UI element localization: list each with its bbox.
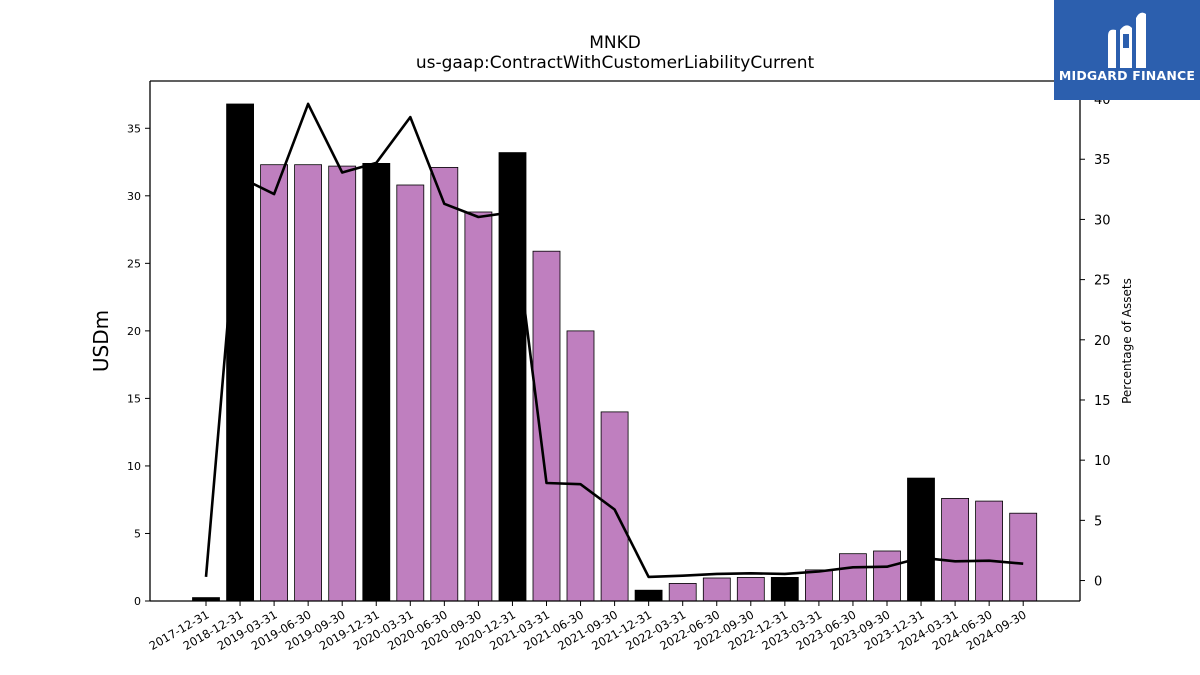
chart-subtitle: us-gaap:ContractWithCustomerLiabilityCur…: [415, 53, 815, 73]
midgard-finance-logo: MIDGARD FINANCE: [1054, 0, 1200, 100]
y2-tick-label: 30: [1094, 213, 1111, 228]
y2-tick-label: 20: [1094, 334, 1111, 349]
bar: [941, 497, 969, 602]
bar: [873, 550, 901, 602]
bar: [839, 553, 867, 602]
y-tick-label: 25: [127, 257, 141, 270]
bar: [464, 211, 493, 602]
bar: [634, 589, 663, 602]
bar: [805, 569, 833, 602]
y-tick-label: 20: [127, 325, 141, 338]
y2-tick-label: 35: [1094, 153, 1111, 168]
bar: [430, 166, 459, 602]
y-tick-label: 0: [134, 595, 141, 608]
y2-tick-label: 0: [1094, 575, 1102, 590]
chart-title: MNKD: [589, 33, 641, 53]
bar: [600, 411, 629, 602]
y-tick-label: 10: [127, 460, 141, 473]
logo-mark-icon: [1108, 12, 1146, 69]
y2-tick-label: 15: [1094, 394, 1111, 409]
y-tick-label: 15: [127, 392, 141, 405]
bar: [362, 162, 391, 602]
bar: [702, 577, 731, 602]
y2-tick-label: 25: [1094, 274, 1111, 289]
bar: [1009, 512, 1038, 602]
bar: [736, 577, 765, 602]
bar: [975, 500, 1003, 602]
bar: [260, 164, 289, 602]
bar: [770, 577, 799, 602]
y-tick-label: 35: [127, 122, 141, 135]
bar: [668, 583, 697, 602]
y2-tick-label: 5: [1094, 514, 1102, 529]
logo-text: MIDGARD FINANCE: [1058, 68, 1196, 83]
bar: [328, 165, 357, 602]
percentage-line: [204, 102, 1024, 579]
y-tick-label: 30: [127, 190, 141, 203]
y-tick-label: 5: [134, 527, 141, 540]
bar: [294, 164, 323, 602]
y2-axis-label: Percentage of Assets: [1120, 278, 1134, 404]
y-axis-label: USDm: [89, 310, 113, 372]
y2-tick-label: 10: [1094, 454, 1111, 469]
bar: [532, 250, 561, 602]
bar: [907, 477, 935, 602]
bar: [396, 184, 425, 602]
bar: [566, 330, 595, 602]
